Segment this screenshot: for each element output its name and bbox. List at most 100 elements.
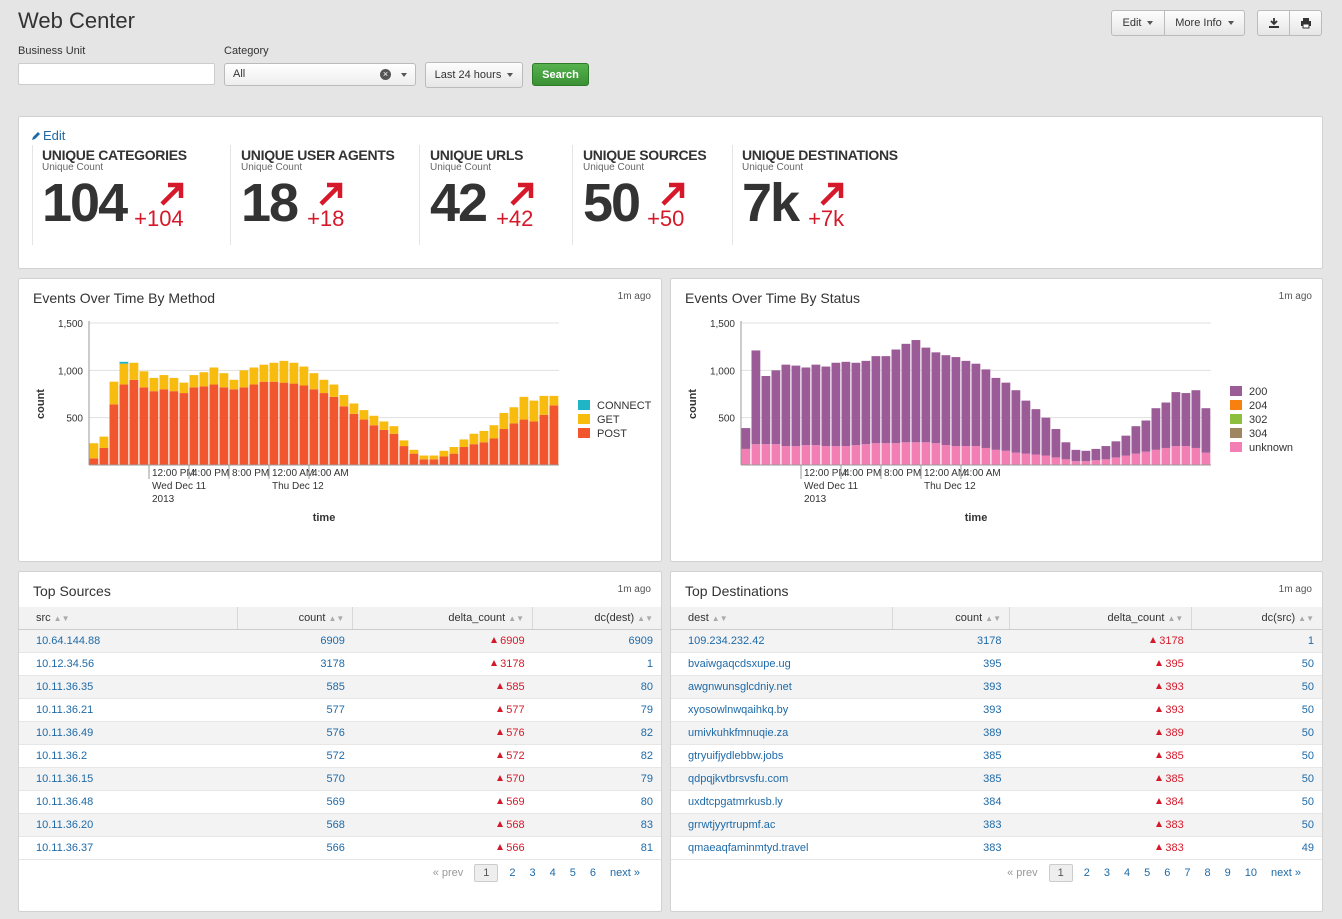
table-cell[interactable]: bvaiwgaqcdsxupe.ug (671, 652, 893, 676)
page-link-7[interactable]: 7 (1184, 867, 1191, 879)
table-cell[interactable]: 1 (1191, 629, 1322, 653)
table-cell[interactable]: 568 (352, 813, 533, 837)
table-cell[interactable]: uxdtcpgatmrkusb.ly (671, 790, 893, 814)
table-cell[interactable]: 80 (532, 790, 661, 814)
table-cell[interactable]: 383 (1009, 836, 1192, 860)
table-cell[interactable]: 10.11.36.37 (19, 836, 238, 860)
table-cell[interactable]: gtryuifjydlebbw.jobs (671, 744, 893, 768)
table-cell[interactable]: 10.12.34.56 (19, 652, 238, 676)
table-cell[interactable]: 577 (237, 698, 353, 722)
table-cell[interactable]: 3178 (237, 652, 353, 676)
page-link-5[interactable]: 5 (569, 867, 576, 879)
page-link-9[interactable]: 9 (1224, 867, 1231, 879)
table-cell[interactable]: 83 (532, 813, 661, 837)
table-cell[interactable]: 50 (1191, 721, 1322, 745)
next-page-link[interactable]: next » (610, 867, 640, 879)
edit-button[interactable]: Edit (1111, 10, 1165, 36)
column-header-0[interactable]: dest ▲▼ (671, 607, 893, 630)
table-cell[interactable]: 10.11.36.35 (19, 675, 238, 699)
table-cell[interactable]: 10.11.36.2 (19, 744, 238, 768)
table-cell[interactable]: 569 (352, 790, 533, 814)
table-cell[interactable]: 572 (352, 744, 533, 768)
table-cell[interactable]: 50 (1191, 675, 1322, 699)
table-cell[interactable]: 577 (352, 698, 533, 722)
search-button[interactable]: Search (532, 63, 589, 86)
time-range-picker[interactable]: Last 24 hours (425, 62, 523, 88)
table-cell[interactable]: 50 (1191, 790, 1322, 814)
table-cell[interactable]: 395 (892, 652, 1010, 676)
table-cell[interactable]: 10.11.36.49 (19, 721, 238, 745)
table-cell[interactable]: 393 (892, 698, 1010, 722)
print-button[interactable] (1289, 10, 1322, 36)
column-header-3[interactable]: dc(src) ▲▼ (1191, 607, 1322, 630)
table-cell[interactable]: 50 (1191, 698, 1322, 722)
table-cell[interactable]: 3178 (892, 629, 1010, 653)
page-link-3[interactable]: 3 (1103, 867, 1111, 879)
table-cell[interactable]: 572 (237, 744, 353, 768)
table-cell[interactable]: 569 (237, 790, 353, 814)
page-link-2[interactable]: 2 (509, 867, 516, 879)
table-cell[interactable]: awgnwunsglcdniy.net (671, 675, 893, 699)
table-cell[interactable]: 383 (892, 836, 1010, 860)
table-cell[interactable]: 385 (1009, 767, 1192, 791)
kpi-edit-link[interactable]: Edit (31, 128, 65, 143)
table-cell[interactable]: 80 (532, 675, 661, 699)
page-link-5[interactable]: 5 (1144, 867, 1151, 879)
table-cell[interactable]: 393 (1009, 698, 1192, 722)
table-cell[interactable]: 6909 (532, 629, 661, 653)
table-cell[interactable]: 384 (1009, 790, 1192, 814)
table-cell[interactable]: 393 (892, 675, 1010, 699)
table-cell[interactable]: 389 (1009, 721, 1192, 745)
table-cell[interactable]: 393 (1009, 675, 1192, 699)
export-button[interactable] (1257, 10, 1290, 36)
table-cell[interactable]: 50 (1191, 652, 1322, 676)
table-cell[interactable]: 576 (352, 721, 533, 745)
prev-page-link[interactable]: « prev (432, 867, 464, 879)
column-header-0[interactable]: src ▲▼ (19, 607, 238, 630)
table-cell[interactable]: 1 (532, 652, 661, 676)
table-cell[interactable]: 566 (352, 836, 533, 860)
table-cell[interactable]: 81 (532, 836, 661, 860)
column-header-3[interactable]: dc(dest) ▲▼ (532, 607, 661, 630)
table-cell[interactable]: 82 (532, 744, 661, 768)
more-info-button[interactable]: More Info (1164, 10, 1245, 36)
table-cell[interactable]: 384 (892, 790, 1010, 814)
column-header-1[interactable]: count ▲▼ (892, 607, 1011, 630)
table-cell[interactable]: 385 (892, 744, 1010, 768)
table-cell[interactable]: 570 (352, 767, 533, 791)
table-cell[interactable]: umivkuhkfmnuqie.za (671, 721, 893, 745)
page-link-1[interactable]: 1 (474, 864, 499, 882)
table-cell[interactable]: 585 (352, 675, 533, 699)
column-header-1[interactable]: count ▲▼ (237, 607, 354, 630)
table-cell[interactable]: 10.64.144.88 (19, 629, 238, 653)
table-cell[interactable]: xyosowlnwqaihkq.by (671, 698, 893, 722)
table-cell[interactable]: 585 (237, 675, 353, 699)
page-link-4[interactable]: 4 (1124, 867, 1131, 879)
table-cell[interactable]: 383 (1009, 813, 1192, 837)
table-cell[interactable]: 383 (892, 813, 1010, 837)
page-link-1[interactable]: 1 (1048, 864, 1073, 882)
table-cell[interactable]: 82 (532, 721, 661, 745)
table-cell[interactable]: 570 (237, 767, 353, 791)
column-header-2[interactable]: delta_count ▲▼ (352, 607, 534, 630)
prev-page-link[interactable]: « prev (1007, 867, 1038, 879)
table-cell[interactable]: qdpqjkvtbrsvsfu.com (671, 767, 893, 791)
page-link-8[interactable]: 8 (1204, 867, 1211, 879)
table-cell[interactable]: 50 (1191, 767, 1322, 791)
table-cell[interactable]: 566 (237, 836, 353, 860)
table-cell[interactable]: 10.11.36.48 (19, 790, 238, 814)
table-cell[interactable]: 385 (892, 767, 1010, 791)
table-cell[interactable]: 6909 (352, 629, 533, 653)
category-select[interactable]: All × (224, 63, 416, 86)
table-cell[interactable]: 79 (532, 698, 661, 722)
table-cell[interactable]: qmaeaqfaminmtyd.travel (671, 836, 893, 860)
table-cell[interactable]: 109.234.232.42 (671, 629, 893, 653)
table-cell[interactable]: 6909 (237, 629, 353, 653)
table-cell[interactable]: 3178 (352, 652, 533, 676)
clear-icon[interactable]: × (380, 69, 391, 80)
table-cell[interactable]: 49 (1191, 836, 1322, 860)
table-cell[interactable]: 568 (237, 813, 353, 837)
page-link-6[interactable]: 6 (589, 867, 597, 879)
table-cell[interactable]: 385 (1009, 744, 1192, 768)
table-cell[interactable]: 576 (237, 721, 353, 745)
